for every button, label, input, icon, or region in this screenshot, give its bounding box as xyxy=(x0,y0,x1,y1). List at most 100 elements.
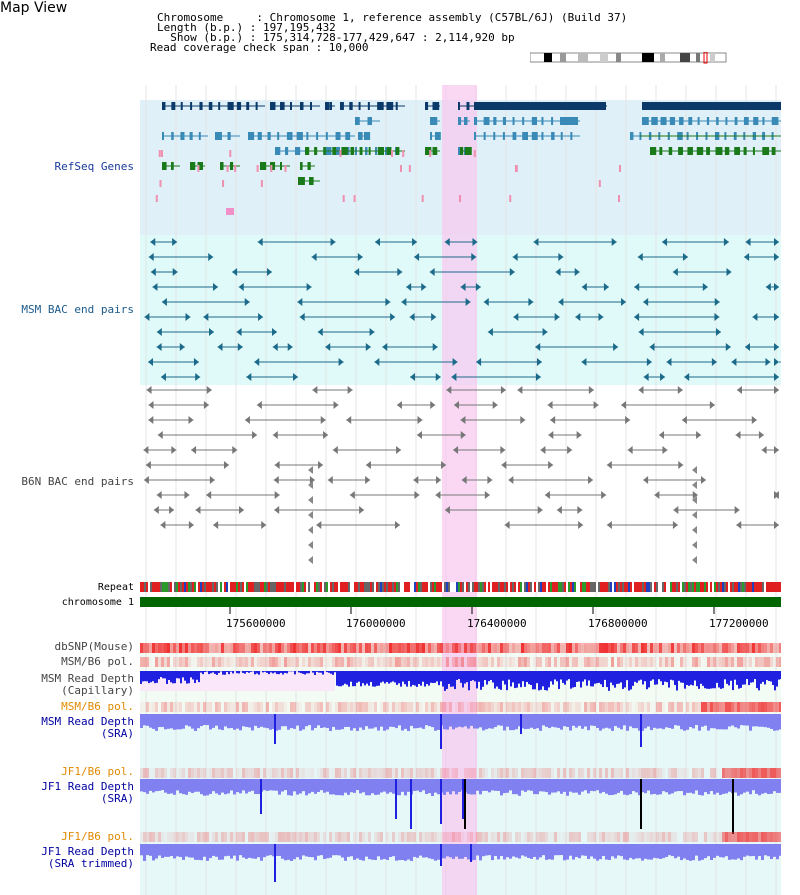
depth-bar xyxy=(653,714,656,728)
depth-bar xyxy=(344,714,347,727)
dbsnp-cell xyxy=(266,643,269,653)
repeat-segment xyxy=(762,582,764,592)
depth-bar xyxy=(494,714,497,728)
bac-end-marker xyxy=(752,313,758,321)
pol-cell xyxy=(653,702,656,712)
pol-cell xyxy=(272,768,275,778)
dbsnp-cell xyxy=(362,643,365,653)
dbsnp-cell xyxy=(344,643,347,653)
depth-bar xyxy=(560,779,563,794)
pol-cell xyxy=(245,702,248,712)
dbsnp-cell xyxy=(650,643,653,653)
genome-track-panel[interactable] xyxy=(140,85,781,895)
pol-cell xyxy=(146,702,149,712)
depth-bar xyxy=(539,714,542,731)
depth-bar xyxy=(542,671,544,687)
depth-bar xyxy=(332,714,335,727)
repeat-segment xyxy=(594,582,596,592)
repeat-segment xyxy=(628,582,630,592)
bac-end-marker xyxy=(446,386,452,394)
repeat-segment xyxy=(322,582,324,592)
depth-bar xyxy=(426,671,428,685)
pol-cell xyxy=(425,702,428,712)
dbsnp-cell xyxy=(548,643,551,653)
bac-end-marker xyxy=(611,238,617,246)
dbsnp-cell xyxy=(743,643,746,653)
pol-cell xyxy=(332,768,335,778)
depth-bar xyxy=(287,779,290,796)
dbsnp-cell xyxy=(410,643,413,653)
depth-bar xyxy=(294,671,296,675)
bac-end-marker xyxy=(460,283,466,291)
gene-exon xyxy=(395,102,398,110)
depth-bar xyxy=(714,671,716,689)
repeat-segment xyxy=(378,582,380,592)
pol-cell xyxy=(728,702,731,712)
depth-bar xyxy=(276,671,278,675)
refseq-mark xyxy=(473,150,476,157)
pol-cell xyxy=(173,832,176,842)
repeat-segment xyxy=(752,582,754,592)
depth-bar xyxy=(227,779,230,794)
dbsnp-cell xyxy=(230,643,233,653)
pol-cell xyxy=(587,768,590,778)
depth-bar xyxy=(458,779,461,793)
pol-cell xyxy=(386,657,389,667)
pol-cell xyxy=(575,832,578,842)
dbsnp-cell xyxy=(155,643,158,653)
depth-bar xyxy=(738,671,740,689)
depth-bar xyxy=(334,671,336,673)
repeat-segment xyxy=(530,582,532,592)
depth-bar xyxy=(416,779,419,791)
depth-bar xyxy=(644,671,646,682)
depth-bar xyxy=(442,671,444,687)
pol-cell xyxy=(560,768,563,778)
bac-end-marker xyxy=(465,298,471,306)
depth-bar xyxy=(162,671,164,679)
dbsnp-cell xyxy=(176,643,179,653)
repeat-segment xyxy=(436,582,438,592)
pol-cell xyxy=(617,657,620,667)
pol-cell xyxy=(161,702,164,712)
repeat-segment xyxy=(226,582,228,592)
depth-bar xyxy=(569,714,572,731)
dbsnp-cell xyxy=(398,643,401,653)
bac-end-marker xyxy=(347,386,353,394)
depth-bar xyxy=(236,844,239,861)
dbsnp-cell xyxy=(518,643,521,653)
dbsnp-cell xyxy=(194,643,197,653)
dbsnp-cell xyxy=(467,643,470,653)
depth-bar xyxy=(299,844,302,860)
pol-cell xyxy=(779,832,781,842)
repeat-segment xyxy=(452,582,454,592)
pol-cell xyxy=(494,657,497,667)
depth-bar xyxy=(612,671,614,686)
dbsnp-cell xyxy=(482,643,485,653)
depth-bar xyxy=(644,844,647,859)
dbsnp-cell xyxy=(596,643,599,653)
chromosome-ideogram[interactable] xyxy=(530,52,730,64)
pol-cell xyxy=(599,832,602,842)
pol-cell xyxy=(386,768,389,778)
pol-cell xyxy=(767,768,770,778)
dbsnp-cell xyxy=(560,643,563,653)
depth-bar xyxy=(707,714,710,731)
depth-bar xyxy=(164,779,167,793)
repeat-segment xyxy=(618,582,620,592)
depth-spike xyxy=(260,779,262,814)
depth-bar xyxy=(728,779,731,792)
depth-bar xyxy=(580,671,582,688)
depth-bar xyxy=(308,714,311,726)
dbsnp-cell xyxy=(674,643,677,653)
depth-bar xyxy=(386,671,388,682)
repeat-segment xyxy=(214,582,216,592)
repeat-segment xyxy=(414,582,416,592)
pol-cell xyxy=(695,768,698,778)
depth-bar xyxy=(670,671,672,680)
genome-track-canvas[interactable] xyxy=(140,85,781,895)
pol-cell xyxy=(278,657,281,667)
depth-bar xyxy=(593,714,596,726)
pol-cell xyxy=(530,702,533,712)
dbsnp-cell xyxy=(746,643,749,653)
dbsnp-cell xyxy=(512,643,515,653)
